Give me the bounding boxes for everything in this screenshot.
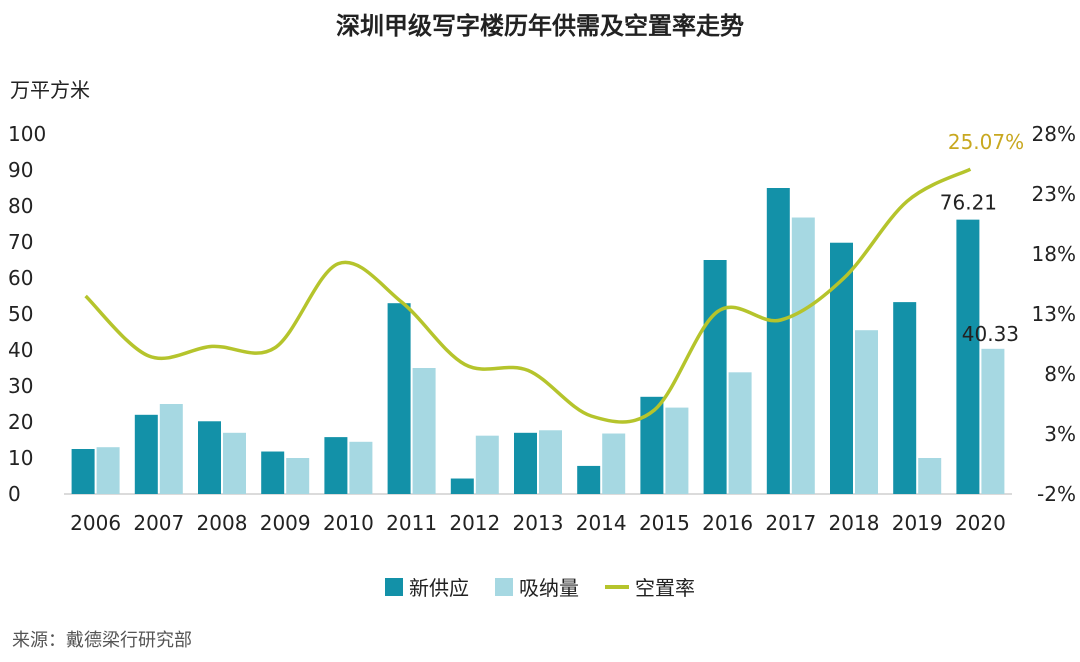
legend-item-vacancy: 空置率 <box>605 572 695 601</box>
data-label-absorption-2020: 40.33 <box>962 322 1019 346</box>
bar-new-supply <box>261 451 285 494</box>
bar-absorption <box>981 348 1005 494</box>
bar-new-supply <box>830 242 853 494</box>
y2-tick-label: -2% <box>1037 482 1076 506</box>
bar-absorption <box>791 217 815 494</box>
bar-new-supply <box>198 421 221 494</box>
legend: 新供应 吸纳量 空置率 <box>0 572 1080 601</box>
y2-tick-label: 8% <box>1044 362 1076 386</box>
bar-absorption <box>665 407 689 494</box>
y-tick-label: 50 <box>8 302 33 326</box>
bar-new-supply <box>387 303 411 494</box>
bar-absorption <box>159 404 183 494</box>
x-tick-label: 2020 <box>955 511 1006 535</box>
y2-tick-label: 18% <box>1032 242 1076 266</box>
y-tick-label: 30 <box>8 374 33 398</box>
bar-absorption <box>539 430 562 494</box>
x-tick-label: 2006 <box>70 511 121 535</box>
x-tick-label: 2015 <box>639 511 690 535</box>
x-tick-label: 2018 <box>829 511 880 535</box>
y-tick-label: 90 <box>8 158 33 182</box>
legend-label-vacancy: 空置率 <box>635 576 695 600</box>
bar-absorption <box>286 458 310 494</box>
x-tick-label: 2011 <box>386 511 437 535</box>
bar-new-supply <box>450 478 474 494</box>
y-tick-label: 20 <box>8 410 33 434</box>
bar-new-supply <box>703 260 727 494</box>
legend-label-new-supply: 新供应 <box>409 576 469 600</box>
y2-tick-label: 3% <box>1044 422 1076 446</box>
y-tick-label: 70 <box>8 230 33 254</box>
data-label-vacancy-2020: 25.07% <box>948 130 1024 154</box>
bar-absorption <box>349 441 373 494</box>
bar-new-supply <box>640 396 664 494</box>
y-tick-label: 10 <box>8 446 33 470</box>
x-tick-label: 2008 <box>197 511 248 535</box>
x-tick-label: 2013 <box>513 511 564 535</box>
y-tick-label: 100 <box>8 122 46 146</box>
legend-swatch-new-supply <box>385 577 403 596</box>
bar-absorption <box>223 432 246 494</box>
source-note: 来源：戴德梁行研究部 <box>12 630 192 651</box>
bar-new-supply <box>514 432 537 494</box>
bar-new-supply <box>893 302 917 494</box>
bar-absorption <box>412 368 436 494</box>
bar-new-supply <box>956 219 980 495</box>
bar-new-supply <box>71 449 95 494</box>
bar-new-supply <box>577 465 601 494</box>
x-tick-label: 2010 <box>323 511 374 535</box>
x-tick-label: 2017 <box>765 511 816 535</box>
x-tick-label: 2009 <box>260 511 311 535</box>
bar-new-supply <box>324 437 348 494</box>
x-tick-label: 2014 <box>576 511 627 535</box>
bar-new-supply <box>766 188 790 494</box>
y-axis-label: 万平方米 <box>10 78 90 102</box>
x-tick-label: 2016 <box>702 511 753 535</box>
y-tick-label: 40 <box>8 338 33 362</box>
legend-item-absorption: 吸纳量 <box>495 572 579 601</box>
bar-absorption <box>855 330 878 494</box>
legend-item-new-supply: 新供应 <box>385 572 469 601</box>
legend-label-absorption: 吸纳量 <box>519 576 579 600</box>
y-tick-label: 80 <box>8 194 33 218</box>
data-label-new-supply-2020: 76.21 <box>940 191 997 215</box>
y-tick-label: 60 <box>8 266 33 290</box>
y2-tick-label: 13% <box>1032 302 1076 326</box>
chart-title: 深圳甲级写字楼历年供需及空置率走势 <box>336 12 744 40</box>
x-tick-label: 2019 <box>892 511 943 535</box>
x-tick-label: 2007 <box>133 511 184 535</box>
bar-new-supply <box>134 414 158 494</box>
x-tick-label: 2012 <box>449 511 500 535</box>
bar-absorption <box>602 433 626 494</box>
bar-absorption <box>728 372 752 494</box>
bar-absorption <box>918 458 942 494</box>
legend-swatch-vacancy <box>605 584 629 589</box>
bar-absorption <box>96 447 120 494</box>
y2-tick-label: 28% <box>1032 122 1076 146</box>
legend-swatch-absorption <box>495 577 513 596</box>
y2-tick-label: 23% <box>1032 182 1076 206</box>
bar-absorption <box>475 435 499 494</box>
vacancy-rate-line <box>84 167 972 424</box>
y-tick-label: 0 <box>8 482 21 506</box>
